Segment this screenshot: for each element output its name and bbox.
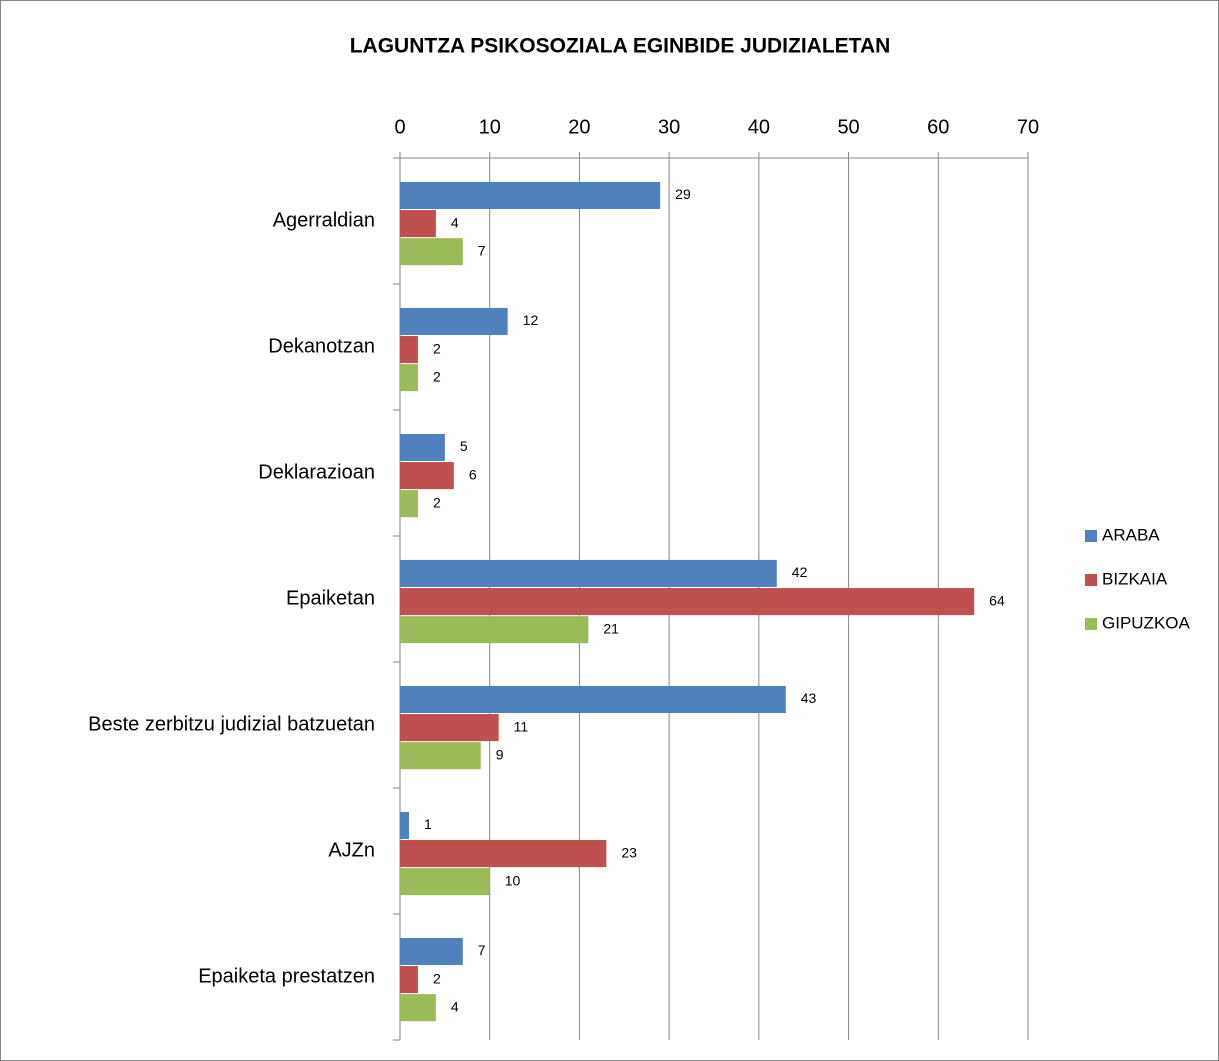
bar — [400, 336, 418, 364]
bar — [400, 994, 436, 1022]
bar — [400, 685, 786, 714]
x-tick-label: 20 — [568, 116, 590, 138]
bar — [400, 210, 436, 238]
bar — [400, 714, 499, 742]
bar — [400, 811, 409, 840]
value-label: 7 — [478, 242, 486, 258]
legend-label: BIZKAIA — [1102, 569, 1168, 588]
value-label: 29 — [675, 186, 691, 202]
bar — [400, 433, 445, 462]
value-label: 42 — [792, 564, 808, 580]
bar — [400, 364, 418, 392]
x-tick-label: 70 — [1017, 116, 1039, 138]
value-label: 11 — [514, 718, 529, 734]
value-label: 2 — [433, 340, 441, 356]
bar — [400, 937, 463, 966]
bar — [400, 742, 481, 770]
value-label: 9 — [496, 746, 504, 762]
value-label: 12 — [523, 312, 539, 328]
x-tick-label: 50 — [837, 116, 859, 138]
legend-label: GIPUZKOA — [1102, 613, 1191, 632]
bar — [400, 966, 418, 994]
x-tick-label: 10 — [479, 116, 501, 138]
bar — [400, 616, 589, 644]
value-label: 43 — [801, 690, 817, 706]
value-label: 6 — [469, 466, 477, 482]
y-tick-label: Dekanotzan — [268, 335, 375, 357]
bar — [400, 181, 661, 210]
value-label: 7 — [478, 942, 486, 958]
bar — [400, 559, 777, 588]
y-tick-label: Agerraldian — [273, 209, 375, 231]
value-label: 4 — [451, 998, 459, 1014]
value-label: 21 — [603, 620, 619, 636]
legend-swatch — [1085, 574, 1097, 586]
value-label: 23 — [621, 844, 637, 860]
x-tick-label: 30 — [658, 116, 680, 138]
bar — [400, 490, 418, 518]
x-tick-label: 0 — [394, 116, 405, 138]
value-label: 1 — [424, 816, 432, 832]
bar — [400, 840, 607, 868]
y-tick-label: Beste zerbitzu judizial batzuetan — [88, 713, 375, 735]
chart-title: LAGUNTZA PSIKOSOZIALA EGINBIDE JUDIZIALE… — [350, 35, 891, 58]
y-tick-label: Deklarazioan — [258, 461, 375, 483]
x-tick-label: 60 — [927, 116, 949, 138]
bar — [400, 462, 454, 490]
value-label: 2 — [433, 494, 441, 510]
value-label: 4 — [451, 214, 459, 230]
value-label: 64 — [989, 592, 1005, 608]
y-tick-label: Epaiketa prestatzen — [198, 965, 375, 987]
bar — [400, 307, 508, 336]
bar — [400, 588, 975, 616]
bar — [400, 238, 463, 266]
value-label: 2 — [433, 970, 441, 986]
legend-swatch — [1085, 530, 1097, 542]
legend-swatch — [1085, 618, 1097, 630]
y-tick-label: AJZn — [328, 839, 375, 861]
x-tick-label: 40 — [748, 116, 770, 138]
legend-label: ARABA — [1102, 525, 1160, 544]
value-label: 5 — [460, 438, 468, 454]
y-tick-label: Epaiketan — [286, 587, 375, 609]
value-label: 10 — [505, 872, 521, 888]
bar — [400, 868, 490, 896]
value-label: 2 — [433, 368, 441, 384]
